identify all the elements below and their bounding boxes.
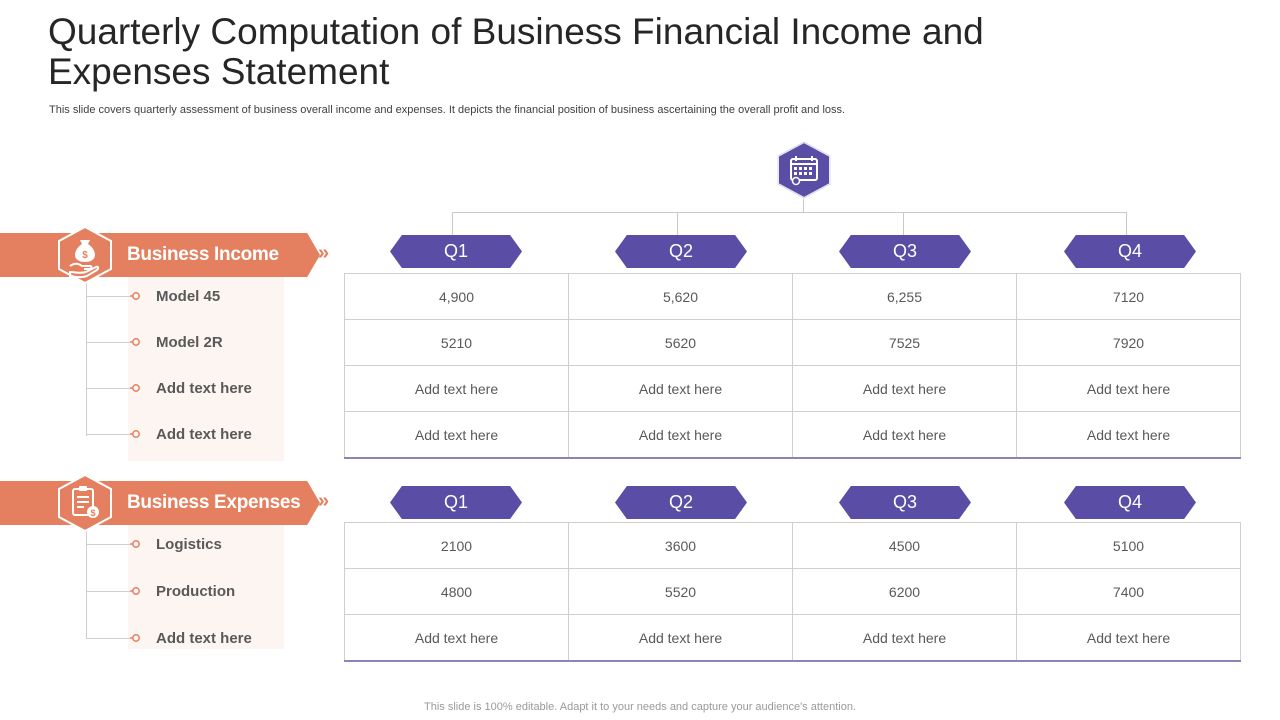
expenses-tree-line [86, 524, 87, 638]
business-income-label: Business Income [127, 244, 279, 265]
svg-text:$: $ [90, 508, 95, 518]
business-income-bar: Business Income » [0, 233, 330, 277]
income-quarter-tag: Q2 [615, 235, 747, 268]
income-tree-line [86, 276, 87, 436]
income-branch [86, 296, 130, 297]
income-branch [86, 388, 130, 389]
footer-note: This slide is 100% editable. Adapt it to… [424, 701, 856, 713]
table-cell: 7120 [1016, 273, 1241, 320]
table-cell: 6,255 [792, 273, 1017, 320]
table-row: 4,900 5,620 6,255 7120 [344, 273, 1241, 320]
business-expenses-label: Business Expenses [127, 492, 301, 513]
table-cell: Add text here [1016, 614, 1241, 662]
table-cell: Add text here [1016, 411, 1241, 459]
expenses-table: 2100 3600 4500 5100 4800 5520 6200 7400 … [344, 522, 1241, 662]
bullet-arrow-icon [130, 338, 140, 346]
expenses-item: Add text here [156, 630, 252, 647]
expenses-quarter-tag: Q1 [390, 486, 522, 519]
business-expenses-bar: Business Expenses » [0, 481, 330, 525]
expenses-quarter-tag: Q3 [839, 486, 971, 519]
income-item: Model 2R [156, 334, 223, 351]
table-cell: 2100 [344, 522, 569, 569]
table-cell: Add text here [1016, 365, 1241, 412]
income-branch [86, 434, 130, 435]
bullet-arrow-icon [130, 430, 140, 438]
table-cell: Add text here [344, 365, 569, 412]
expenses-branch [86, 591, 130, 592]
table-cell: Add text here [568, 365, 793, 412]
table-row: Add text here Add text here Add text her… [344, 411, 1241, 459]
table-cell: 3600 [568, 522, 793, 569]
table-row: 5210 5620 7525 7920 [344, 319, 1241, 366]
table-row: 2100 3600 4500 5100 [344, 522, 1241, 569]
connector-horizontal [452, 212, 1127, 213]
expenses-panel [128, 523, 284, 649]
table-row: Add text here Add text here Add text her… [344, 614, 1241, 662]
table-cell: Add text here [568, 411, 793, 459]
table-cell: Add text here [792, 365, 1017, 412]
table-cell: 4800 [344, 568, 569, 615]
expenses-branch [86, 544, 130, 545]
bullet-arrow-icon [130, 634, 140, 642]
connector-q1 [452, 212, 453, 236]
connector-q4 [1126, 212, 1127, 236]
table-cell: 6200 [792, 568, 1017, 615]
table-cell: 7525 [792, 319, 1017, 366]
income-quarter-tag: Q3 [839, 235, 971, 268]
expenses-branch [86, 638, 130, 639]
connector-vertical [803, 199, 804, 212]
table-cell: 5210 [344, 319, 569, 366]
money-bag-hand-icon: $ [58, 225, 112, 285]
chevron-right-icon: » [318, 490, 330, 512]
income-quarter-tag: Q4 [1064, 235, 1196, 268]
table-cell: 5520 [568, 568, 793, 615]
chevron-right-icon: » [318, 242, 330, 264]
income-branch [86, 342, 130, 343]
bullet-arrow-icon [130, 384, 140, 392]
income-table: 4,900 5,620 6,255 7120 5210 5620 7525 79… [344, 273, 1241, 459]
bullet-arrow-icon [130, 540, 140, 548]
expense-clipboard-icon: $ [58, 473, 112, 533]
table-cell: 5,620 [568, 273, 793, 320]
expenses-quarter-tag: Q2 [615, 486, 747, 519]
table-cell: 5620 [568, 319, 793, 366]
table-cell: 4,900 [344, 273, 569, 320]
bullet-arrow-icon [130, 292, 140, 300]
page-title: Quarterly Computation of Business Financ… [48, 11, 984, 92]
income-panel [128, 275, 284, 461]
connector-q2 [677, 212, 678, 236]
table-cell: 5100 [1016, 522, 1241, 569]
bullet-arrow-icon [130, 587, 140, 595]
svg-text:$: $ [82, 250, 88, 261]
income-item: Model 45 [156, 288, 221, 305]
connector-q3 [903, 212, 904, 236]
table-row: Add text here Add text here Add text her… [344, 365, 1241, 412]
table-cell: Add text here [792, 411, 1017, 459]
table-cell: 7400 [1016, 568, 1241, 615]
income-quarter-tag: Q1 [390, 235, 522, 268]
income-item: Add text here [156, 380, 252, 397]
table-cell: Add text here [344, 411, 569, 459]
calendar-icon [777, 140, 831, 200]
table-cell: 7920 [1016, 319, 1241, 366]
page-subtitle: This slide covers quarterly assessment o… [49, 104, 846, 116]
table-cell: Add text here [344, 614, 569, 662]
expenses-quarter-tag: Q4 [1064, 486, 1196, 519]
expenses-item: Logistics [156, 536, 222, 553]
income-item: Add text here [156, 426, 252, 443]
table-cell: Add text here [568, 614, 793, 662]
table-cell: Add text here [792, 614, 1017, 662]
table-cell: 4500 [792, 522, 1017, 569]
table-row: 4800 5520 6200 7400 [344, 568, 1241, 615]
expenses-item: Production [156, 583, 236, 600]
